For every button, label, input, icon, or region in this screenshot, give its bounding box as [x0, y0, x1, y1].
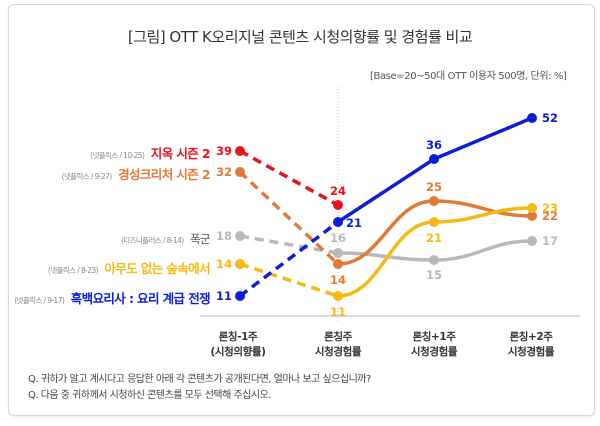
series-source: (넷플릭스 / 9-27) — [61, 172, 113, 181]
data-point-marker — [235, 231, 245, 241]
data-point-marker — [527, 211, 537, 221]
data-label: 17 — [542, 234, 558, 248]
series-dashed-segment — [238, 170, 340, 266]
x-tick-line2: 시청경험률 — [314, 346, 362, 358]
series-label-amudo: (넷플릭스 / 8-23) 아무도 없는 숲속에서 — [47, 258, 211, 277]
data-point-marker — [235, 167, 245, 177]
series-dashed-segment — [238, 220, 340, 298]
data-label: 25 — [426, 180, 442, 194]
x-tick-line1: 론칭주 — [324, 331, 352, 343]
question-2: Q. 다음 중 귀하께서 시청하신 콘텐츠를 모두 선택해 주십시오. — [28, 390, 271, 401]
data-label: 23 — [542, 201, 558, 215]
x-tick-label: 론칭+2주 시청경험률 — [486, 330, 576, 360]
series-dashed-segment — [239, 149, 339, 207]
series-name: 폭군 — [190, 232, 211, 246]
data-label: 22 — [542, 209, 558, 223]
series-name: 지옥 시즌 2 — [150, 146, 211, 161]
series-name: 아무도 없는 숲속에서 — [104, 261, 210, 276]
data-label: 11 — [330, 305, 346, 319]
x-tick-line1: 론칭+2주 — [509, 331, 553, 343]
data-point-marker — [333, 200, 343, 210]
data-label: 39 — [216, 144, 232, 158]
data-label: 21 — [426, 231, 442, 245]
data-point-marker — [429, 196, 439, 206]
series-source: (넷플릭스 / 9-17) — [14, 296, 65, 305]
data-point-marker — [429, 255, 439, 265]
series-source: (디즈니플러스 / 8-14) — [120, 236, 184, 245]
data-point-marker — [333, 248, 343, 258]
data-point-marker — [235, 259, 245, 269]
data-label: 16 — [330, 231, 346, 245]
series-name: 흑백요리사 : 요리 계급 전쟁 — [70, 291, 211, 306]
series-name: 경성크리처 시즌 2 — [118, 167, 211, 182]
data-point-marker — [527, 236, 537, 246]
base-note: [Base=20~50대 OTT 이용자 500명, 단위: %] — [370, 71, 567, 82]
data-label: 36 — [426, 138, 442, 152]
x-tick-label: 론칭주 시청경험률 — [293, 330, 383, 360]
data-point-marker — [429, 217, 439, 227]
series-source: (넷플릭스 / 10-25) — [90, 151, 145, 160]
data-label: 11 — [216, 289, 232, 303]
data-label: 32 — [216, 165, 232, 179]
series-dashed-segment — [239, 262, 339, 298]
x-tick-label: 론칭-1주 (시청의향률) — [193, 330, 283, 360]
data-point-marker — [333, 217, 343, 227]
data-label: 14 — [330, 273, 346, 287]
data-point-marker — [235, 291, 245, 301]
x-tick-line2: 시청경험률 — [410, 346, 458, 358]
series-label-jiok: (넷플릭스 / 10-25) 지옥 시즌 2 — [90, 143, 210, 162]
data-label: 18 — [216, 229, 232, 243]
x-tick-line2: (시청의향률) — [210, 346, 266, 358]
series-label-gyeongseong: (넷플릭스 / 9-27) 경성크리처 시즌 2 — [61, 164, 211, 183]
data-point-marker — [235, 146, 245, 156]
data-point-marker — [527, 113, 537, 123]
x-tick-label: 론칭+1주 시청경험률 — [389, 330, 479, 360]
series-source: (넷플릭스 / 8-23) — [47, 266, 99, 275]
question-1: Q. 귀하가 알고 계시다고 응답한 아래 각 콘텐츠가 공개된다면, 얼마나 … — [28, 374, 371, 385]
data-point-marker — [333, 259, 343, 269]
data-label: 15 — [426, 268, 442, 282]
x-tick-line1: 론칭+1주 — [412, 331, 456, 343]
data-point-marker — [527, 203, 537, 213]
x-tick-line2: 시청경험률 — [507, 346, 555, 358]
data-label: 52 — [542, 111, 558, 125]
series-label-pokgun: (디즈니플러스 / 8-14) 폭군 — [120, 228, 211, 247]
data-point-marker — [429, 154, 439, 164]
survey-questions: Q. 귀하가 알고 계시다고 응답한 아래 각 콘텐츠가 공개된다면, 얼마나 … — [28, 372, 371, 404]
data-label: 24 — [330, 184, 346, 198]
series-dashed-segment — [239, 234, 339, 255]
chart-title: [그림] OTT K오리지널 콘텐츠 시청의향률 및 경험률 비교 — [127, 28, 473, 46]
data-label: 14 — [216, 257, 232, 271]
data-label: 21 — [346, 216, 362, 230]
x-tick-line1: 론칭-1주 — [218, 331, 258, 343]
series-label-heukbaek: (넷플릭스 / 9-17) 흑백요리사 : 요리 계급 전쟁 — [14, 288, 210, 307]
series-solid-line — [336, 116, 534, 224]
data-point-marker — [333, 291, 343, 301]
